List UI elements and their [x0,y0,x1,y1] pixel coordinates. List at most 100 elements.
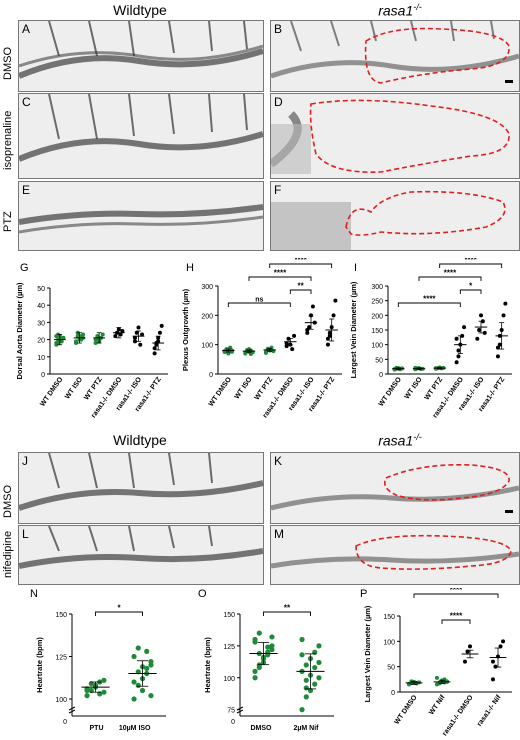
data-point-g [113,334,118,339]
data-point-o [252,639,258,645]
data-point-o [256,630,262,636]
data-point-h [243,350,248,355]
x-tick-label-g: WT ISO [64,376,84,401]
x-tick-label-p: WT Nif [428,694,447,717]
vessel-texture-d [271,99,510,174]
significance-bracket-i [397,302,461,307]
data-point-o [303,694,309,700]
vessel-texture-b [271,21,519,84]
header-wildtype-bottom: Wildtype [113,432,167,448]
y-tick-label-g: 50 [37,286,45,293]
data-point-g [100,332,105,337]
data-point-o [269,634,275,640]
data-point-o [269,647,275,653]
significance-label-h: ** [298,282,305,291]
data-point-h [284,344,289,349]
vessel-texture-a [19,21,263,79]
significance-bracket-i [439,263,503,268]
data-point-h [305,328,310,332]
chart-g: 0 10 20 30 40 50 Dorsal Aorta Diameter (µm) WT … [15,282,168,419]
header-mutant-top-sup: -/- [413,2,422,12]
data-point-g [159,323,164,328]
outline-f [345,190,506,236]
axis-break-n [68,706,76,714]
y-tick-label-i: 300 [371,284,383,291]
y-tick-label-i: 200 [371,313,383,320]
vessel-texture-f [271,190,506,250]
data-point-p [462,659,467,664]
panel-a-image: A [18,20,264,92]
data-point-o [303,685,309,691]
data-point-n [131,653,137,660]
significance-label-h: **** [294,258,307,265]
data-point-g [132,335,137,340]
data-point-n [144,648,150,654]
data-point-i [477,328,482,332]
data-point-g [157,330,162,335]
y-tick-label-g: 10 [37,355,45,362]
data-point-g [59,339,64,344]
data-point-o [299,707,305,713]
y-tick-label-p: 150 [383,614,395,621]
data-point-p [417,680,422,685]
panel-letter-m: M [274,527,284,541]
data-point-i [503,301,508,306]
x-tick-label-i: WT PTZ [424,376,445,402]
panel-letter-l: L [22,527,29,541]
x-tick-label-o: 2µM Nif [293,725,319,732]
data-point-h [228,345,233,350]
data-point-g [136,325,141,330]
significance-label-p: **** [450,612,463,621]
y-tick-label-h: 0 [209,372,213,379]
data-point-n [148,693,154,699]
data-point-o [312,664,318,671]
header-mutant-bottom-sup: -/- [413,432,422,442]
data-point-o [303,662,309,668]
header-mutant-bottom-name: rasa1 [378,432,414,449]
data-point-g [56,341,61,346]
panel-letter-h: H [186,262,194,274]
data-point-o [316,675,322,681]
data-point-g [93,341,98,346]
data-point-n [84,687,90,694]
y-axis-label-n: Heartrate (bpm) [35,637,44,693]
data-point-p [468,644,472,649]
row-label-isoprenaline: isoprenaline [2,110,14,170]
panel-letter-f: F [274,183,282,197]
panel-letter-c: C [22,95,31,109]
data-point-o [269,643,275,649]
y-axis-label-p: Largest Vein Diameter (µm) [363,605,372,702]
significance-label-h: **** [274,269,287,278]
data-point-g [132,339,137,344]
header-mutant-top: rasa1-/- [340,2,460,19]
significance-bracket-i [459,289,482,294]
header-mutant-bottom: rasa1-/- [340,432,460,449]
panel-letter-k: K [274,454,283,468]
y-tick-label-o: 75 [227,708,235,715]
data-point-g [152,351,157,356]
panel-b-image: B [270,20,520,92]
data-point-i [456,348,461,353]
y-tick-label-n: 150 [55,612,67,619]
data-point-g [154,342,159,347]
x-tick-label-n: PTU [90,725,104,732]
panel-letter-p: P [360,588,368,600]
y-tick-label-g: 30 [37,320,45,327]
data-point-i [475,336,480,341]
data-point-n [101,689,107,695]
data-point-n [131,696,137,702]
header-wildtype-top: Wildtype [113,2,167,18]
axis-break-o [236,706,244,714]
significance-bracket-i [418,276,482,281]
data-point-p [501,639,506,644]
y-break-label-n: 0 [63,719,67,726]
data-point-p [498,644,503,649]
data-point-o [252,675,258,681]
panel-k-image: K [270,452,520,524]
significance-bracket-n [95,611,143,616]
x-tick-label-p: WT DMSO [394,694,419,726]
data-point-p [434,675,439,680]
data-point-p [490,677,495,682]
data-point-h [248,352,253,357]
panel-letter-o: O [198,588,207,600]
